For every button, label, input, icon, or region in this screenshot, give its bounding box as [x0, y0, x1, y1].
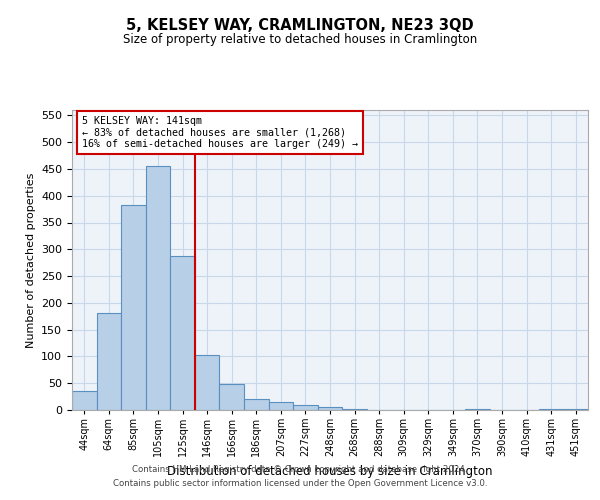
Bar [170, 256, 195, 410]
Bar [97, 312, 121, 410]
Bar [146, 166, 170, 410]
Bar [293, 405, 318, 410]
Bar [121, 205, 146, 410]
Text: 5 KELSEY WAY: 141sqm
← 83% of detached houses are smaller (1,268)
16% of semi-de: 5 KELSEY WAY: 141sqm ← 83% of detached h… [82, 116, 358, 149]
Text: 5, KELSEY WAY, CRAMLINGTON, NE23 3QD: 5, KELSEY WAY, CRAMLINGTON, NE23 3QD [126, 18, 474, 32]
Bar [220, 384, 244, 410]
Bar [72, 391, 97, 410]
Text: Contains HM Land Registry data © Crown copyright and database right 2024.
Contai: Contains HM Land Registry data © Crown c… [113, 466, 487, 487]
Y-axis label: Number of detached properties: Number of detached properties [26, 172, 35, 348]
Bar [269, 402, 293, 410]
Text: Size of property relative to detached houses in Cramlington: Size of property relative to detached ho… [123, 32, 477, 46]
Bar [195, 356, 220, 410]
Bar [318, 407, 342, 410]
Bar [244, 400, 269, 410]
X-axis label: Distribution of detached houses by size in Cramlington: Distribution of detached houses by size … [167, 465, 493, 478]
